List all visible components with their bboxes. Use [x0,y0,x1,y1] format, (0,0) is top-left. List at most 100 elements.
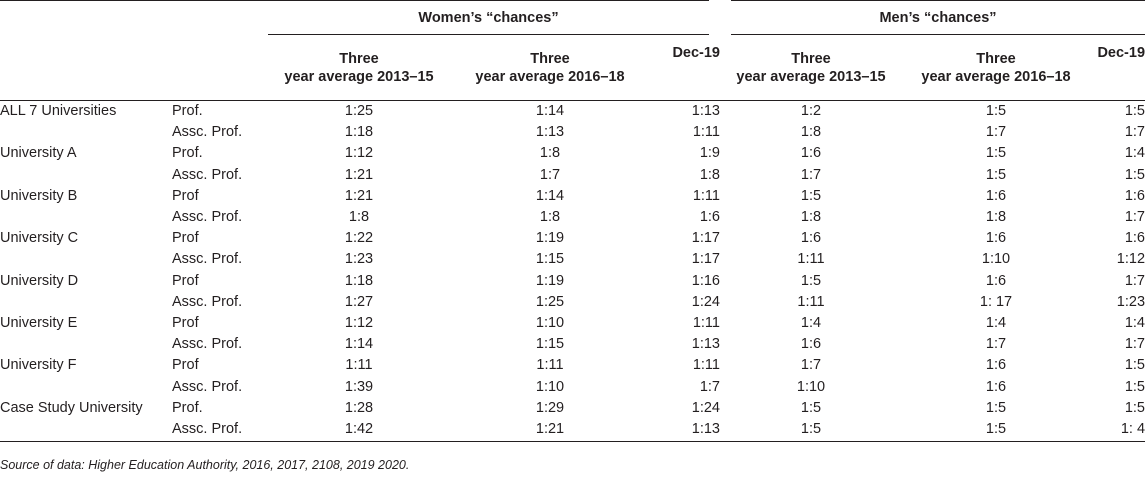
ratio-cell: 1:5 [985,166,1007,183]
table-row: Assc. Prof. 1:8 1:8 1:6 1:8 1:8 1:7 [0,207,1145,228]
rank-cell: Prof [172,357,199,374]
university-cell: ALL 7 Universities [0,103,117,120]
ratio-cell: 1:10 [535,378,565,395]
ratio-cell: 1:25 [344,103,374,120]
university-cell [0,292,170,313]
ratio-cell: 1:7 [1124,209,1145,226]
university-cell: University A [0,145,77,162]
col-header-line1: Three [976,50,1016,67]
rank-cell: Prof [172,314,199,331]
ratio-cell: 1:8 [985,209,1007,226]
ratio-cell: 1:5 [1124,399,1145,416]
ratio-cell: 1:23 [344,251,374,268]
ratio-cell: 1:21 [344,187,374,204]
col-header-line2: year average 2016–18 [475,68,625,85]
ratio-cell: 1:5 [800,187,822,204]
ratio-cell: 1:4 [800,314,822,331]
ratio-cell: 1:23 [1116,293,1145,310]
ratio-cell: 1:22 [344,230,374,247]
ratio-cell: 1:17 [691,251,720,268]
ratio-cell: 1:25 [535,293,565,310]
rank-cell: Prof. [172,145,203,162]
col-header-line1: Dec-19 [672,45,720,61]
table-row: Assc. Prof. 1:23 1:15 1:17 1:11 1:10 1:12 [0,249,1145,270]
ratio-cell: 1:15 [535,336,565,353]
ratio-cell: 1:6 [800,230,822,247]
university-cell [0,122,170,143]
col-header-women-dec-19: Dec-19 [650,34,720,101]
header-spacer [170,34,268,101]
rank-cell: Assc. Prof. [172,251,243,268]
ratio-cell: 1:7 [800,166,822,183]
ratio-cell: 1:8 [800,124,822,141]
table-body: ALL 7 Universities Prof. 1:25 1:14 1:13 1:2 1:… [0,101,1145,442]
ratio-cell: 1:10 [535,314,565,331]
ratio-cell: 1:6 [1124,187,1145,204]
rank-cell: Assc. Prof. [172,336,243,353]
ratio-cell: 1:8 [800,209,822,226]
ratio-cell: 1:13 [691,336,720,353]
ratio-cell: 1:6 [699,209,720,226]
ratio-cell: 1:5 [1124,103,1145,120]
table-row: Assc. Prof. 1:27 1:25 1:24 1:11 1: 17 1:23 [0,292,1145,313]
ratio-cell: 1:11 [536,357,564,374]
ratio-cell: 1:11 [692,124,720,141]
ratio-cell: 1: 17 [979,293,1013,310]
column-header-row: Three year average 2013–15 Three year av… [0,34,1145,101]
ratio-cell: 1:11 [692,187,720,204]
ratio-cell: 1:7 [985,124,1007,141]
ratio-cell: 1:29 [535,399,565,416]
header-spacer [0,34,170,101]
ratio-cell: 1:4 [985,314,1007,331]
col-header-line1: Dec-19 [1097,45,1145,61]
ratio-cell: 1:4 [1124,145,1145,162]
ratio-cell: 1:8 [699,166,720,183]
header-spacer [170,0,268,35]
ratio-cell: 1:2 [800,103,822,120]
ratio-cell: 1:13 [650,418,720,442]
header-spacer [0,0,170,35]
ratio-cell: 1:19 [535,272,565,289]
ratio-cell: 1:6 [800,145,822,162]
rank-cell: Assc. Prof. [172,166,243,183]
ratio-cell: 1:14 [344,336,374,353]
col-header-line1: Three [530,50,570,67]
ratio-cell: 1:21 [450,418,650,442]
university-cell [0,249,170,270]
table-row: University E Prof 1:12 1:10 1:11 1:4 1:4 1:4 [0,313,1145,334]
university-cell: Case Study University [0,399,143,416]
ratio-cell: 1:5 [1124,166,1145,183]
ratio-cell: 1:11 [797,293,825,310]
women-group-header: Women’s “chances” [268,0,720,35]
ratio-cell: 1:7 [985,336,1007,353]
rank-cell: Assc. Prof. [172,209,243,226]
ratio-cell: 1:6 [1124,230,1145,247]
ratio-cell: 1:12 [344,314,374,331]
table-row: University F Prof 1:11 1:11 1:11 1:7 1:6 1:5 [0,355,1145,376]
ratio-cell: 1:14 [535,103,565,120]
group-header-row: Women’s “chances” Men’s “chances” [0,0,1145,35]
rank-cell: Prof [172,272,199,289]
table-row: Case Study University Prof. 1:28 1:29 1:24 1:… [0,398,1145,419]
rank-cell: Assc. Prof. [172,124,243,141]
rank-cell: Assc. Prof. [170,418,268,442]
ratio-cell: 1:15 [535,251,565,268]
col-header-line1: Three [791,50,831,67]
ratio-cell: 1:6 [800,336,822,353]
col-header-line2: year average 2016–18 [921,68,1071,85]
ratio-cell: 1:9 [699,145,720,162]
rank-cell: Prof [172,187,199,204]
ratio-cell: 1:5 [985,399,1007,416]
rank-cell: Prof. [172,399,203,416]
rank-cell: Prof [172,230,199,247]
ratio-cell: 1:8 [348,209,370,226]
col-header-women-2013-15: Three year average 2013–15 [268,34,450,101]
ratio-cell: 1:24 [691,293,720,310]
ratio-cell: 1:28 [344,399,374,416]
ratio-cell: 1:21 [344,166,374,183]
university-cell: University F [0,357,77,374]
ratio-cell: 1:11 [797,251,825,268]
col-header-men-dec-19: Dec-19 [1090,34,1145,101]
col-header-men-2016-18: Three year average 2016–18 [902,34,1090,101]
ratio-cell: 1:6 [985,272,1007,289]
